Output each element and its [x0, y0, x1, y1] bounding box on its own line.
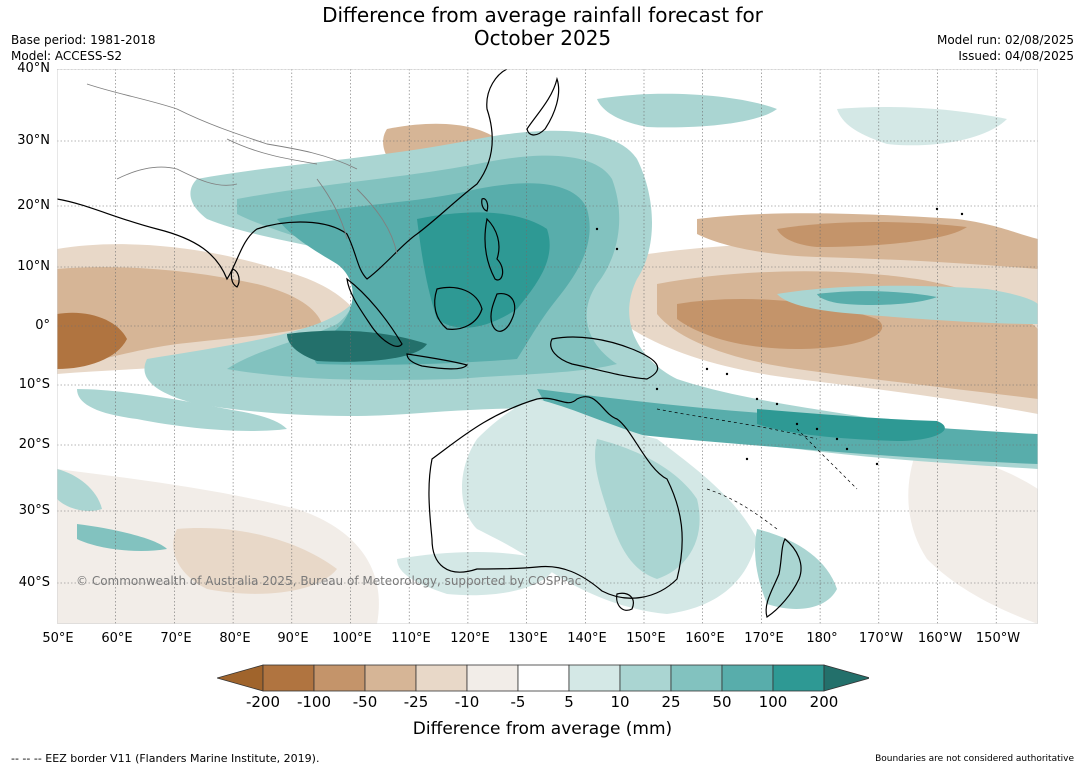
wet-anomaly-areas — [57, 93, 1038, 614]
base-period-text: Base period: 1981-2018 — [11, 33, 156, 47]
colorbar-segment — [466, 664, 519, 692]
lon-label: 80°E — [219, 631, 251, 646]
lat-label: 10°N — [17, 259, 50, 274]
colorbar-tick: 50 — [712, 693, 732, 711]
japan-coast — [526, 76, 560, 136]
rainfall-anomaly-map — [57, 69, 1038, 624]
lon-label: 70°E — [160, 631, 192, 646]
colorbar-segment — [517, 664, 570, 692]
sulawesi-coast — [490, 292, 516, 332]
base-info: Base period: 1981-2018 Model: ACCESS-S2 — [11, 32, 156, 64]
lat-label: 30°N — [17, 133, 50, 148]
copyright-notice: © Commonwealth of Australia 2025, Bureau… — [76, 574, 582, 588]
lon-label: 160°E — [685, 631, 725, 646]
colorbar-segment — [262, 664, 315, 692]
colorbar-tick: 25 — [661, 693, 681, 711]
new-zealand-coast — [765, 538, 802, 618]
colorbar-segment — [415, 664, 468, 692]
lon-label: 50°E — [42, 631, 74, 646]
lat-label: 40°S — [18, 575, 50, 590]
lon-label: 100°E — [332, 631, 372, 646]
map-frame — [57, 69, 1038, 624]
colorbar-tick: -200 — [245, 693, 281, 711]
colorbar-segment — [364, 664, 417, 692]
asia-coast — [57, 69, 508, 281]
colorbar-segment — [568, 664, 621, 692]
coastlines — [57, 69, 802, 618]
lat-label: 20°S — [18, 437, 50, 452]
model-text: Model: ACCESS-S2 — [11, 49, 123, 63]
map-area — [57, 69, 1038, 624]
colorbar-tick: 5 — [564, 693, 574, 711]
graticule — [57, 69, 1038, 624]
colorbar-tick: -10 — [454, 693, 480, 711]
colorbar — [217, 664, 869, 692]
colorbar-segment — [313, 664, 366, 692]
title-line-1: Difference from average rainfall forecas… — [322, 3, 763, 27]
lon-label: 150°W — [975, 631, 1021, 646]
lon-label: 170°E — [744, 631, 784, 646]
run-info: Model run: 02/08/2025 Issued: 04/08/2025 — [937, 32, 1074, 64]
colorbar-segment — [721, 664, 774, 692]
lat-label: 40°N — [17, 61, 50, 76]
colorbar-right-arrow — [823, 664, 869, 692]
lon-label: 110°E — [391, 631, 431, 646]
colorbar-tick: 200 — [809, 693, 839, 711]
australia-coast — [428, 396, 683, 599]
lon-label: 60°E — [101, 631, 133, 646]
lon-label: 140°E — [567, 631, 607, 646]
lon-label: 160°W — [917, 631, 963, 646]
lon-label: 150°E — [626, 631, 666, 646]
eez-borders — [656, 408, 858, 530]
colorbar-left-arrow — [217, 664, 264, 692]
lat-label: 10°S — [18, 377, 50, 392]
colorbar-tick: -25 — [403, 693, 429, 711]
borneo-coast — [434, 286, 483, 330]
lat-label: 0° — [35, 318, 50, 333]
colorbar-tick: -100 — [296, 693, 332, 711]
model-run-text: Model run: 02/08/2025 — [936, 33, 1074, 47]
new-guinea-coast — [550, 336, 659, 380]
dry-anomaly-areas — [57, 123, 1038, 624]
lat-label: 20°N — [17, 198, 50, 213]
boundaries-disclaimer: Boundaries are not considered authoritat… — [875, 754, 1074, 764]
lon-label: 180° — [806, 631, 838, 646]
lon-label: 120°E — [450, 631, 490, 646]
colorbar-tick: -5 — [510, 693, 526, 711]
lon-label: 130°E — [508, 631, 548, 646]
pacific-islands — [595, 207, 964, 466]
java-coast — [406, 353, 469, 370]
colorbar-segment — [670, 664, 723, 692]
colorbar-tick: 10 — [610, 693, 630, 711]
lon-label: 90°E — [277, 631, 309, 646]
colorbar-label: Difference from average (mm) — [412, 719, 673, 739]
sri-lanka-coast — [230, 268, 240, 288]
philippines-coast — [484, 217, 504, 281]
colorbar-segment — [619, 664, 672, 692]
colorbar-tick: -50 — [352, 693, 378, 711]
title-line-2: October 2025 — [473, 26, 612, 50]
sumatra-coast — [346, 277, 403, 347]
eez-legend-note: -- -- -- EEZ border V11 (Flanders Marine… — [11, 752, 320, 765]
lon-label: 170°W — [858, 631, 904, 646]
colorbar-segment — [772, 664, 825, 692]
tasmania-coast — [616, 592, 634, 611]
issued-text: Issued: 04/08/2025 — [958, 49, 1074, 63]
lat-label: 30°S — [18, 503, 50, 518]
map-title: Difference from average rainfall forecas… — [0, 4, 1085, 50]
colorbar-tick: 100 — [758, 693, 788, 711]
country-borders — [86, 83, 398, 255]
taiwan-coast — [481, 198, 489, 212]
